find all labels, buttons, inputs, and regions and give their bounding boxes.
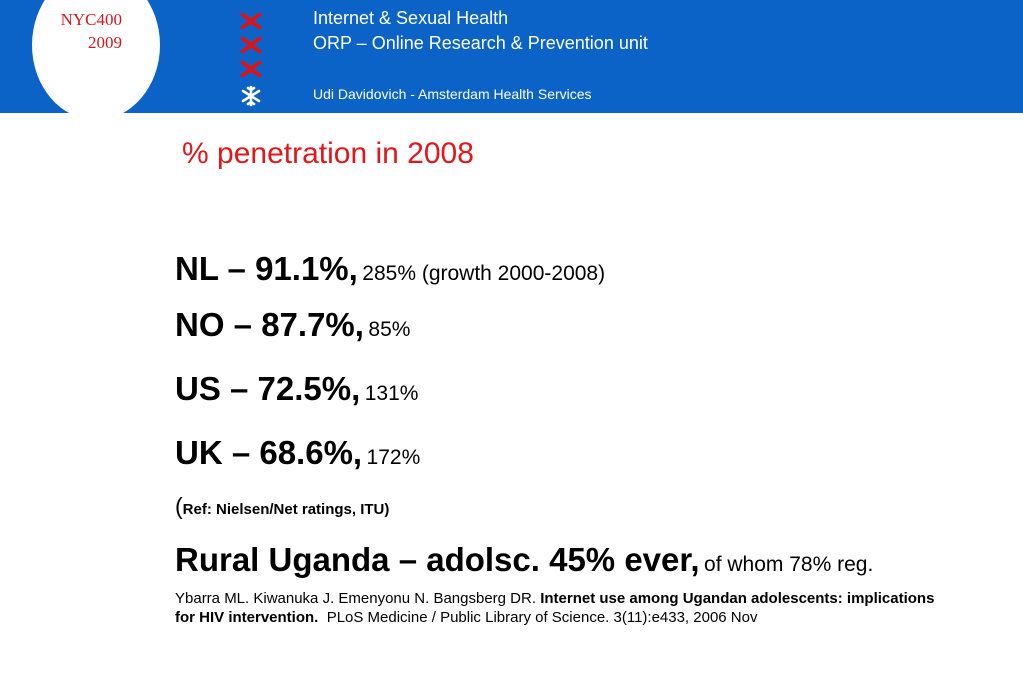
stat-detail: 131%: [364, 382, 419, 405]
amsterdam-crosses: [238, 9, 266, 81]
stat-uk: UK – 68.6%, 172%: [175, 434, 420, 472]
reference-text: Ref: Nielsen/Net ratings, ITU): [182, 501, 390, 518]
citation-journal: PLoS Medicine / Public Library of Scienc…: [326, 609, 758, 626]
stat-nl: NL – 91.1%, 285% (growth 2000-2008): [175, 250, 605, 288]
header-line1: Internet & Sexual Health: [313, 8, 509, 28]
badge-line1: NYC400: [60, 10, 122, 29]
stat-detail: 285% (growth 2000-2008): [362, 262, 606, 285]
header-line2: ORP – Online Research & Prevention unit: [313, 33, 648, 53]
stat-us: US – 72.5%, 131%: [175, 370, 418, 408]
stat-main: UK – 68.6%,: [175, 434, 363, 471]
reference: (Ref: Nielsen/Net ratings, ITU): [175, 493, 389, 520]
uganda-detail: of whom 78% reg.: [704, 553, 874, 576]
citation-article: Internet use among Ugandan adolescents: …: [175, 590, 935, 626]
cross-icon: [240, 36, 262, 54]
stat-main: NO – 87.7%,: [175, 306, 364, 343]
stat-detail: 85%: [368, 318, 411, 341]
slide-title: % penetration in 2008: [182, 137, 474, 170]
cross-icon: [240, 60, 262, 78]
nyc400-badge: NYC400 2009: [0, 8, 122, 54]
snowflake-icon: [241, 85, 261, 107]
uganda-main: Rural Uganda – adolsc. 45% ever,: [175, 541, 700, 578]
stat-detail: 172%: [366, 446, 421, 469]
cross-icon: [240, 12, 262, 30]
stat-main: NL – 91.1%,: [175, 250, 358, 287]
uganda-stat: Rural Uganda – adolsc. 45% ever, of whom…: [175, 541, 873, 579]
stat-main: US – 72.5%,: [175, 370, 361, 407]
header-band: [0, 0, 1023, 113]
stat-no: NO – 87.7%, 85%: [175, 306, 410, 344]
citation: Ybarra ML. Kiwanuka J. Emenyonu N. Bangs…: [175, 589, 955, 627]
header-line3: Udi Davidovich - Amsterdam Health Servic…: [313, 86, 592, 102]
badge-line2: 2009: [88, 33, 122, 52]
citation-authors: Ybarra ML. Kiwanuka J. Emenyonu N. Bangs…: [175, 590, 537, 607]
logo-oval: [32, 0, 160, 120]
reference-paren: (: [175, 493, 183, 519]
